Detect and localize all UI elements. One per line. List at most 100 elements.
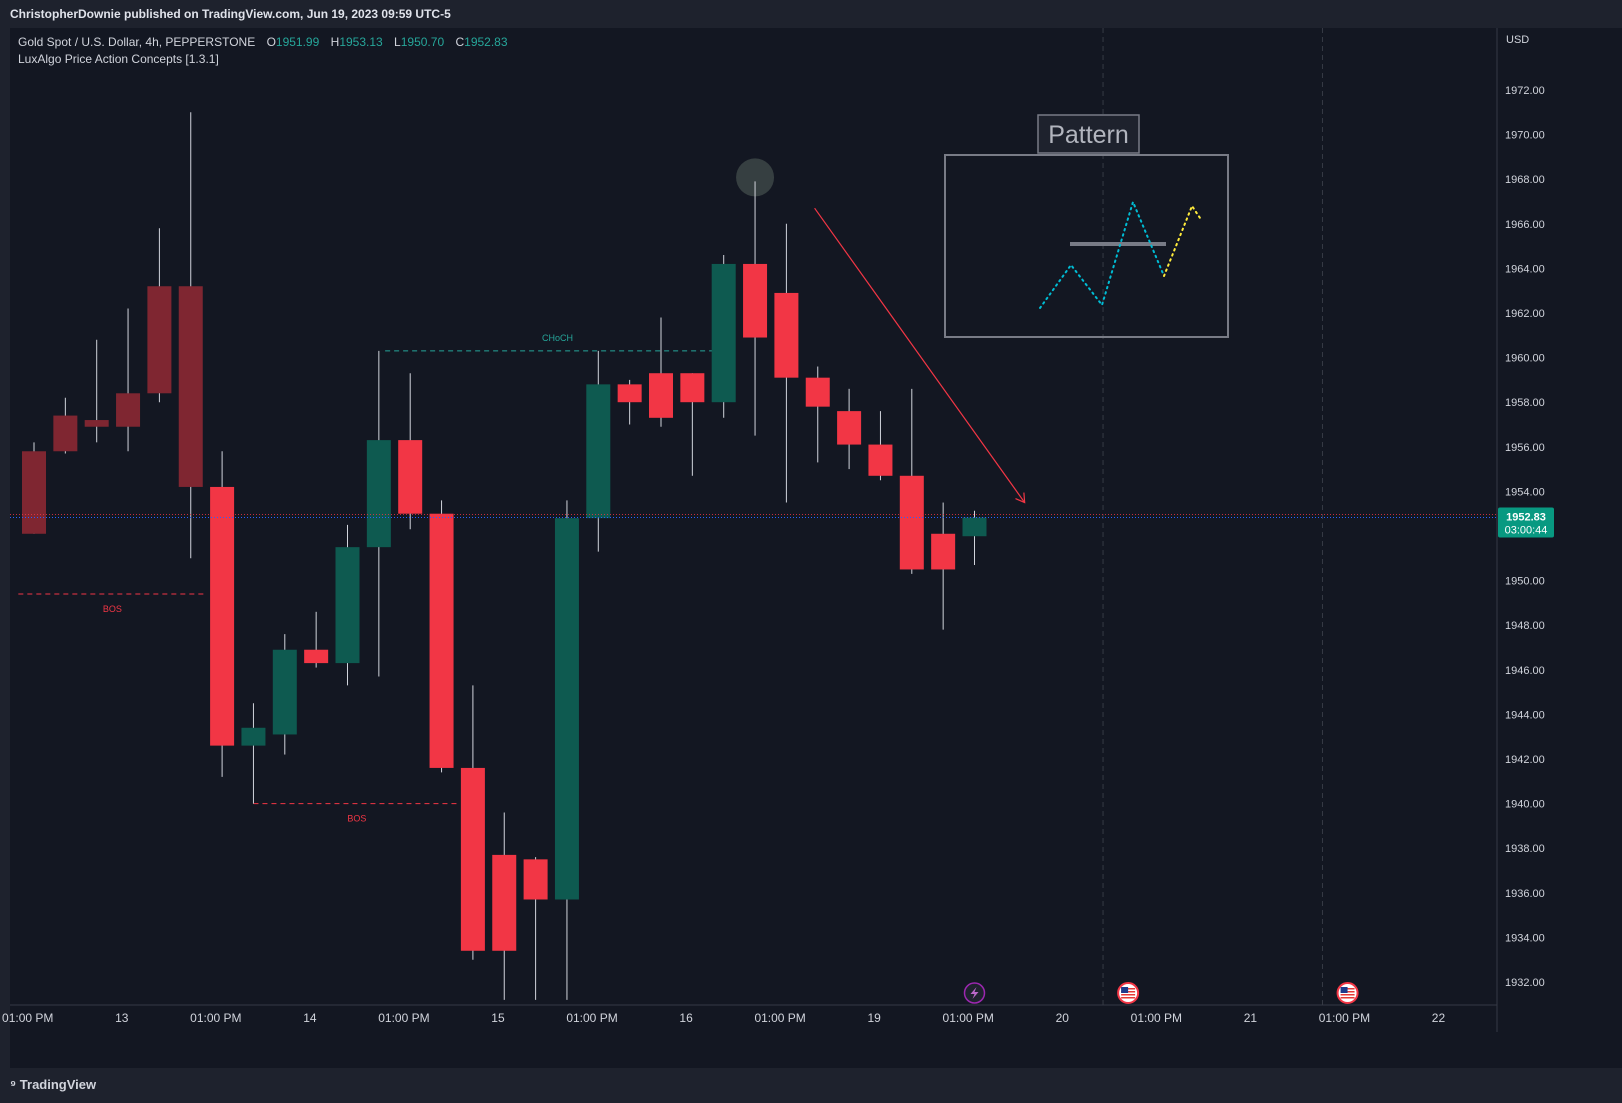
published-line: ChristopherDownie published on TradingVi… [0,0,1622,28]
candle-body-16 [523,859,548,900]
price-tick-14: 1944.00 [1505,709,1545,721]
candle-body-24 [774,292,799,378]
candle-body-28 [899,475,924,570]
time-tick-11: 20 [1056,1011,1070,1025]
candle-body-20 [649,373,673,418]
candle-body-22 [711,263,736,403]
us-flag-icon-1[interactable] [1117,982,1140,1004]
candle-body-2 [84,420,109,427]
high-value: 1953.13 [339,35,383,49]
candle-body-30 [962,517,987,537]
price-tick-6: 1960.00 [1505,353,1545,365]
candle-body-10 [335,547,360,664]
annotation-label-bos-1: BOS [103,604,122,614]
time-tick-6: 01:00 PM [566,1011,617,1025]
candle-body-18 [586,384,611,519]
candle-body-14 [460,767,485,951]
candle-body-6 [210,486,235,746]
pattern-projection [1163,203,1201,277]
candle-body-7 [241,727,266,746]
time-tick-10: 01:00 PM [943,1011,994,1025]
price-tick-18: 1936.00 [1505,888,1545,900]
candle-body-19 [617,384,642,403]
current-price-badge [1498,507,1554,538]
time-tick-13: 21 [1244,1011,1258,1025]
open-label: O [266,35,276,49]
candle-body-12 [398,440,423,514]
price-tick-5: 1962.00 [1505,308,1545,320]
time-tick-5: 15 [491,1011,505,1025]
trend-arrow-head [1015,492,1026,504]
us-flag-stripe-2-3 [1340,997,1355,999]
price-tick-2: 1968.00 [1505,174,1545,186]
price-tick-19: 1934.00 [1505,932,1545,944]
low-value: 1950.70 [400,35,445,49]
time-tick-9: 19 [868,1011,882,1025]
candle-body-27 [868,444,893,476]
current-price-value: 1952.83 [1506,511,1546,523]
tradingview-logo[interactable]: ⁹ TradingView [10,1077,96,1092]
bolt-icon-0[interactable] [963,982,986,1004]
indicator-name[interactable]: LuxAlgo Price Action Concepts [1.3.1] [18,52,219,66]
candle-body-4 [147,286,172,394]
us-flag-stripe-2-2 [1340,994,1355,996]
price-tick-1: 1970.00 [1505,130,1545,142]
swing-high-marker [736,158,775,197]
chart-panel[interactable] [10,28,1622,1068]
candle-body-0 [22,451,46,534]
pattern-box-frame [944,154,1229,338]
candle-body-9 [304,649,329,664]
candle-body-1 [53,415,78,452]
candle-body-23 [743,263,768,338]
time-tick-1: 13 [115,1011,129,1025]
annotation-label-choch-0: CHoCH [542,333,573,343]
close-value: 1952.83 [464,35,508,49]
price-tick-15: 1942.00 [1505,754,1545,766]
high-label: H [330,35,340,49]
pattern-box: Pattern [944,114,1229,338]
candle-body-11 [366,440,391,548]
time-tick-3: 14 [303,1011,317,1025]
price-tick-17: 1938.00 [1505,843,1545,855]
low-label: L [394,35,401,49]
time-tick-4: 01:00 PM [378,1011,429,1025]
candle-body-29 [931,533,956,570]
candle-body-5 [178,286,203,487]
time-tick-2: 01:00 PM [190,1011,241,1025]
candle-body-3 [116,393,141,427]
price-tick-0: 1972.00 [1505,85,1545,97]
time-tick-0: 01:00 PM [2,1011,53,1025]
price-tick-9: 1954.00 [1505,486,1545,498]
candle-body-26 [837,411,862,445]
trend-arrow-line [814,207,1026,503]
bar-countdown: 03:00:44 [1505,524,1548,536]
footer: ⁹ TradingView [0,1068,1622,1103]
symbol-line: Gold Spot / U.S. Dollar, 4h, PEPPERSTONE [18,35,256,49]
price-tick-3: 1966.00 [1505,219,1545,231]
us-flag-canton-1 [1121,987,1129,993]
annotation-label-bos-2: BOS [347,814,366,824]
time-tick-8: 01:00 PM [754,1011,805,1025]
us-flag-canton-2 [1340,987,1348,993]
pattern-title-bg [1037,114,1140,154]
price-tick-13: 1946.00 [1505,665,1545,677]
bolt-icon-glyph-0 [970,987,979,999]
currency-label: USD [1506,34,1529,46]
candle-body-25 [805,377,830,407]
price-tick-11: 1950.00 [1505,576,1545,588]
us-flag-icon-2[interactable] [1336,982,1359,1004]
price-chart[interactable]: CHoCH BOS BOS Pattern USD 1972.00 1970.00 1968.… [0,0,1622,1068]
candle-body-17 [554,518,579,900]
pattern-zigzag [1039,199,1165,309]
price-tick-20: 1932.00 [1505,977,1545,989]
chart-legend: Gold Spot / U.S. Dollar, 4h, PEPPERSTONE… [18,34,508,68]
candle-body-8 [272,649,297,735]
price-tick-8: 1956.00 [1505,442,1545,454]
candle-body-15 [492,854,517,951]
time-tick-15: 22 [1432,1011,1446,1025]
tv-logo-icon: ⁹ [10,1077,17,1092]
pattern-title: Pattern [1048,121,1129,149]
time-tick-14: 01:00 PM [1319,1011,1370,1025]
price-tick-16: 1940.00 [1505,799,1545,811]
us-flag-stripe-1-2 [1121,994,1136,996]
